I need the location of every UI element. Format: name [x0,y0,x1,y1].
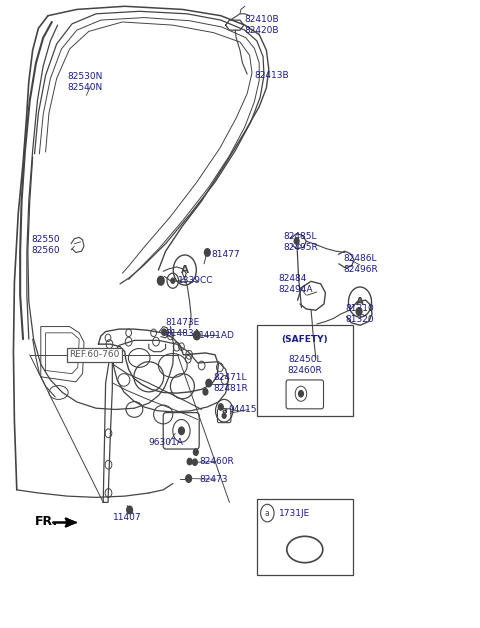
Circle shape [222,413,226,418]
Circle shape [171,278,175,283]
Circle shape [157,276,164,285]
Circle shape [186,475,192,482]
Text: 82413B: 82413B [254,71,289,80]
Circle shape [204,249,210,256]
Text: 81310
81320: 81310 81320 [346,304,374,324]
Text: 82486L
82496R: 82486L 82496R [343,254,378,274]
Circle shape [187,458,192,465]
Text: a: a [265,509,270,517]
Circle shape [162,329,167,335]
Text: 82410B
82420B: 82410B 82420B [244,15,279,35]
Text: 82450L
82460R: 82450L 82460R [288,355,322,375]
Text: FR.: FR. [35,515,58,528]
Bar [257,499,353,575]
Text: 82460R: 82460R [199,457,234,466]
Text: (SAFETY): (SAFETY) [281,335,328,344]
Circle shape [192,459,197,465]
Text: 82485L
82495R: 82485L 82495R [283,232,318,252]
Text: 1491AD: 1491AD [199,331,235,340]
Text: A: A [356,297,364,307]
Circle shape [179,427,184,435]
Text: A: A [181,265,189,275]
Text: 11407: 11407 [113,513,142,522]
Text: 94415: 94415 [228,405,256,414]
Circle shape [299,391,303,397]
Bar [257,325,353,416]
Circle shape [203,389,208,395]
Text: 1339CC: 1339CC [178,276,213,285]
Polygon shape [66,519,77,526]
Text: 81477: 81477 [211,250,240,259]
Circle shape [294,238,299,244]
Text: 82471L
82481R: 82471L 82481R [214,373,248,393]
Text: 81473E
81483A: 81473E 81483A [166,318,200,338]
Circle shape [356,308,362,315]
Circle shape [127,506,132,514]
Text: REF.60-760: REF.60-760 [70,350,120,359]
Text: 1731JE: 1731JE [279,509,311,517]
Circle shape [193,331,200,340]
Circle shape [206,379,212,387]
Text: 96301A: 96301A [149,438,184,447]
Circle shape [218,404,223,410]
Text: a: a [221,406,227,415]
Text: 82484
82494A: 82484 82494A [278,274,313,294]
Text: 82550
82560: 82550 82560 [31,235,60,255]
Text: 82473: 82473 [199,475,228,484]
Circle shape [193,449,198,455]
Text: 82530N
82540N: 82530N 82540N [67,72,103,92]
